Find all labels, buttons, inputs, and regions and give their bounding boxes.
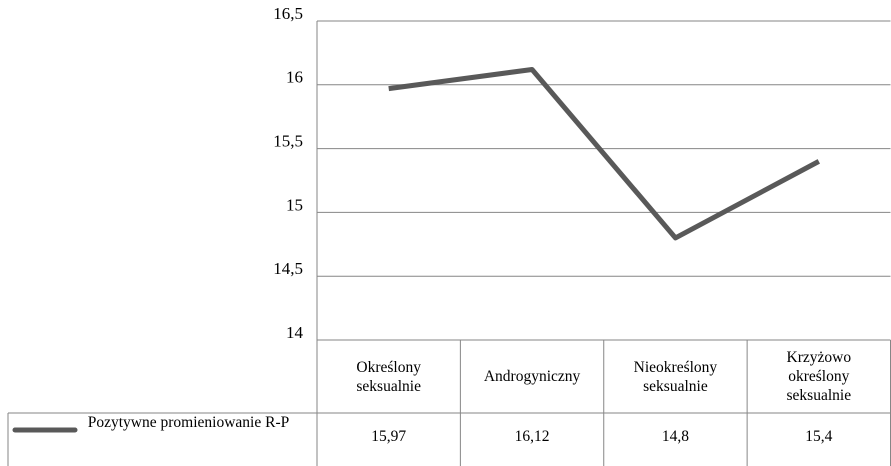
legend-label: Pozytywne promieniowanie R-P: [87, 414, 290, 431]
y-tick-label: 16,5: [273, 4, 303, 23]
data-table-value: 15,97: [371, 428, 407, 445]
y-tick-label: 16: [286, 68, 303, 87]
y-tick-label: 14: [286, 323, 304, 342]
category-cell: Nieokreślony seksualnie: [633, 358, 718, 395]
category-cell: Androgyniczny: [483, 368, 581, 385]
y-tick-label: 14,5: [273, 259, 303, 278]
data-table-value: 16,12: [514, 428, 550, 445]
category-cell: Określony seksualnie: [356, 358, 421, 395]
y-tick-label: 15: [286, 195, 303, 214]
series-line: [388, 66, 820, 241]
data-table-value: 15,4: [805, 428, 833, 445]
data-table-value: 14,8: [661, 428, 689, 445]
y-tick-label: 15,5: [273, 132, 303, 151]
category-cell: Krzyżowo określony seksualnie: [786, 349, 852, 404]
